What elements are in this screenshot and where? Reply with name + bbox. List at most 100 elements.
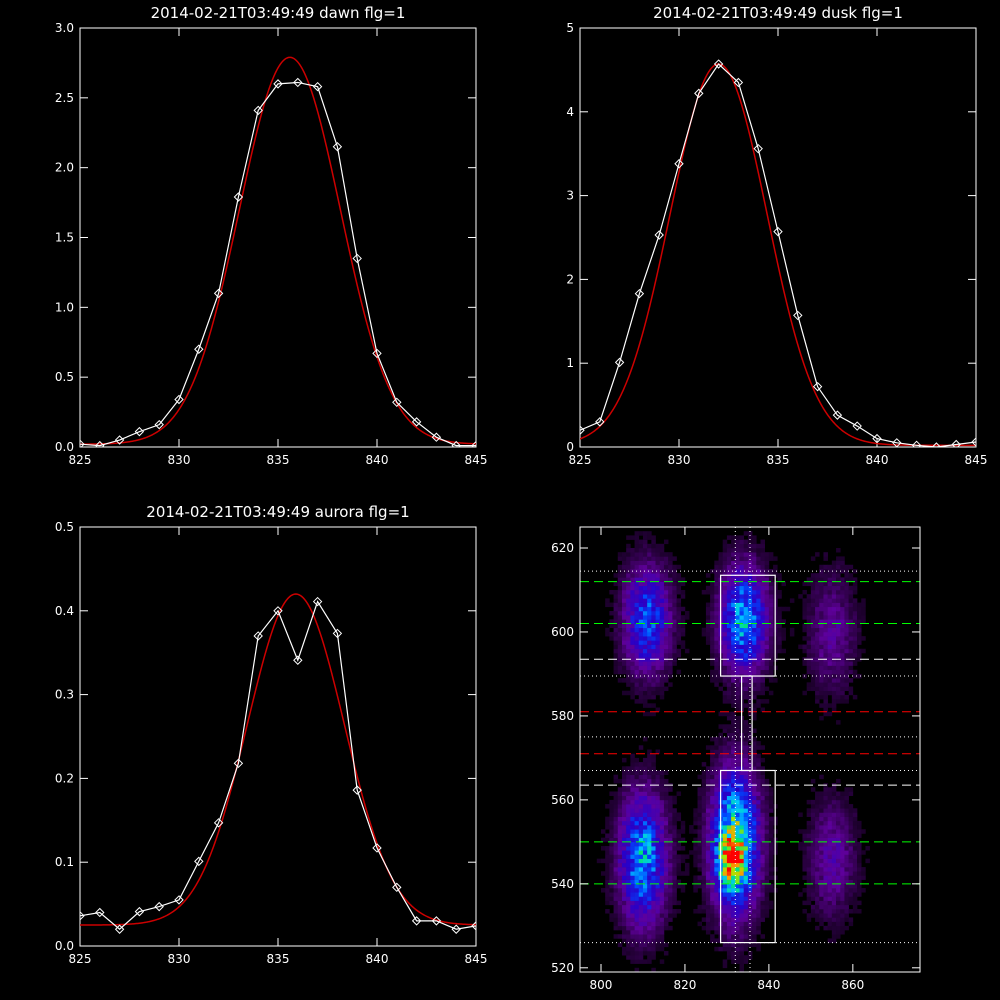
heatmap-cell: [823, 669, 828, 675]
heatmap-cell: [735, 867, 740, 872]
heatmap-cell: [651, 753, 656, 759]
heatmap-cell: [768, 829, 774, 834]
heatmap-cell: [840, 648, 845, 654]
heatmap-cell: [731, 699, 736, 704]
heatmap-cell: [756, 829, 761, 834]
heatmap-cell: [722, 699, 728, 704]
heatmap-cell: [831, 669, 837, 675]
heatmap-cell: [827, 598, 833, 603]
heatmap-cell: [626, 816, 631, 822]
heatmap-cell: [621, 867, 627, 872]
heatmap-cell: [815, 573, 820, 578]
heatmap-cell: [739, 837, 745, 843]
heatmap-cell: [806, 623, 812, 629]
heatmap-cell: [617, 829, 623, 834]
heatmap-cell: [836, 594, 841, 599]
heatmap-cell: [634, 699, 640, 704]
heatmap-cell: [722, 556, 728, 561]
heatmap-cell: [726, 724, 732, 729]
heatmap-cell: [613, 883, 619, 889]
heatmap-cell: [726, 715, 732, 721]
heatmap-cell: [752, 837, 757, 843]
heatmap-cell: [840, 556, 845, 561]
heatmap-cell: [714, 585, 719, 591]
heatmap-cell: [739, 556, 745, 561]
heatmap-cell: [642, 615, 648, 620]
heatmap-cell: [827, 858, 833, 864]
heatmap-cell: [659, 694, 665, 700]
heatmap-cell: [836, 883, 841, 889]
heatmap-cell: [609, 850, 614, 855]
heatmap-cell: [651, 837, 656, 843]
heatmap-cell: [659, 934, 665, 939]
heatmap-cell: [659, 631, 665, 637]
heatmap-cell: [647, 959, 652, 964]
heatmap-cell: [823, 787, 828, 792]
heatmap-cell: [823, 875, 828, 880]
heatmap-cell: [756, 547, 761, 553]
heatmap-cell: [827, 623, 833, 629]
heatmap-cell: [701, 892, 707, 897]
heatmap-cell: [756, 661, 761, 666]
heatmap-cell: [865, 858, 870, 864]
heatmap-cell: [764, 686, 770, 692]
heatmap-cell: [630, 833, 635, 838]
heatmap-cell: [609, 846, 614, 851]
heatmap-cell: [651, 589, 656, 595]
heatmap-cell: [701, 770, 707, 775]
heatmap-cell: [848, 585, 854, 591]
heatmap-cell: [739, 539, 745, 545]
heatmap-cell: [621, 925, 627, 931]
heatmap-cell: [634, 556, 640, 561]
heatmap-cell: [747, 888, 753, 893]
heatmap-cell: [852, 816, 858, 822]
heatmap-cell: [827, 896, 833, 901]
heatmap-cell: [651, 547, 656, 553]
heatmap-cell: [672, 636, 677, 641]
heatmap-cell: [848, 816, 854, 822]
heatmap-cell: [714, 879, 719, 885]
heatmap-cell: [722, 850, 728, 855]
heatmap-cell: [806, 631, 812, 637]
heatmap-cell: [609, 900, 614, 906]
heatmap-cell: [722, 900, 728, 906]
heatmap-cell: [752, 762, 757, 767]
heatmap-cell: [756, 875, 761, 880]
heatmap-cell: [705, 631, 711, 637]
heatmap-cell: [789, 598, 795, 603]
heatmap-cell: [777, 640, 782, 645]
heatmap-cell: [672, 564, 677, 570]
heatmap-cell: [735, 787, 740, 792]
heatmap-cell: [697, 774, 703, 780]
heatmap-cell: [701, 925, 707, 931]
heatmap-cell: [613, 921, 619, 927]
heatmap-cell: [630, 934, 635, 939]
heatmap-cell: [735, 619, 740, 624]
heatmap-cell: [827, 921, 833, 927]
heatmap-cell: [676, 573, 682, 578]
heatmap-cell: [819, 833, 824, 838]
heatmap-cell: [752, 636, 757, 641]
heatmap-cell: [684, 862, 690, 868]
heatmap-cell: [806, 615, 812, 620]
heatmap-cell: [739, 791, 745, 796]
heatmap-cell: [815, 552, 820, 557]
heatmap-cell: [840, 627, 845, 633]
heatmap-cell: [626, 867, 631, 872]
heatmap-cell: [668, 636, 673, 641]
heatmap-cell: [756, 690, 761, 696]
heatmap-cell: [600, 846, 606, 851]
x-tick-label: 800: [590, 978, 613, 992]
heatmap-cell: [823, 623, 828, 629]
heatmap-cell: [705, 867, 711, 872]
heatmap-cell: [613, 631, 619, 637]
data-point: [392, 397, 402, 408]
heatmap-cell: [659, 547, 665, 553]
heatmap-cell: [626, 934, 631, 939]
heatmap-cell: [672, 598, 677, 603]
heatmap-cell: [676, 619, 682, 624]
heatmap-cell: [722, 963, 728, 969]
heatmap-cell: [726, 581, 732, 587]
heatmap-cell: [722, 825, 728, 830]
heatmap-cell: [613, 816, 619, 822]
